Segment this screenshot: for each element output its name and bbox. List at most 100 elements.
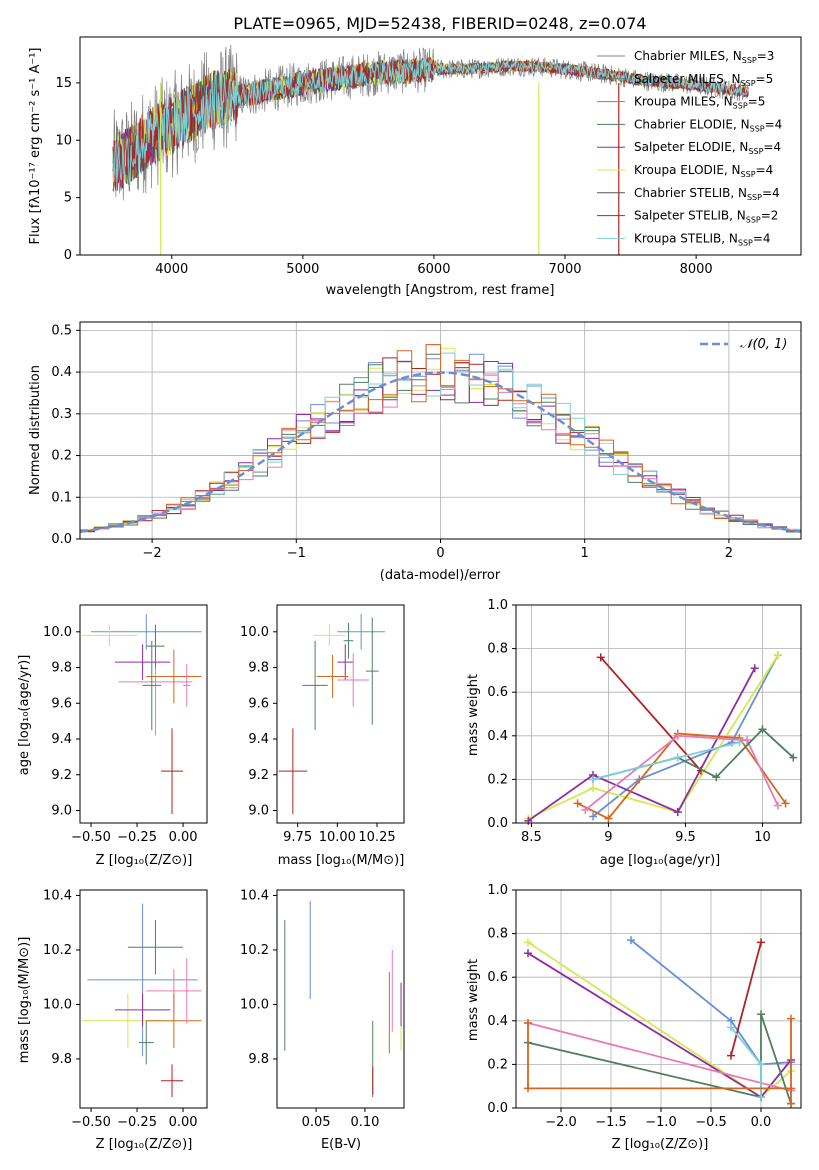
spectrum-x-tick-label: 5000: [286, 262, 319, 277]
mass-vs-extinction-panel: 0.05 0.10 9.8 10.0 10.2 10.4: [240, 888, 405, 1130]
x-tick-label: 0.00: [169, 1115, 198, 1130]
panel-frame: [79, 889, 208, 1109]
y-tick-label: 9.2: [248, 768, 269, 783]
x-tick-label: −2.0: [545, 1115, 577, 1130]
residuals-y-ticks: 0.0 0.1 0.2 0.3 0.4 0.5: [51, 323, 80, 547]
weight-point-marker: [787, 1099, 795, 1108]
weight-point-marker: [743, 736, 752, 745]
weight-point-marker: [524, 938, 532, 947]
x-tick-label: −0.50: [71, 830, 111, 845]
weight-point-marker: [604, 814, 613, 823]
mass-vs-metallicity-panel: −0.50 −0.25 0.00 9.8 10.0 10.2 10.4: [43, 888, 208, 1130]
spectrum-legend-label: Salpeter MILES, NSSP=5: [634, 72, 773, 88]
weight-vs-age-x-label: age [log₁₀(age/yr)]: [600, 853, 721, 868]
x-tick-label: 10: [754, 830, 771, 845]
weight-point-marker: [787, 1084, 795, 1093]
weight-series-line: [630, 939, 792, 1066]
residuals-x-tick-label: 0: [436, 546, 444, 561]
x-tick-label: −1.0: [645, 1115, 677, 1130]
y-tick-label: 9.4: [51, 732, 72, 747]
residuals-x-tick-label: −1: [287, 546, 306, 561]
y-tick-label: 0.6: [487, 685, 508, 700]
spectrum-x-label: wavelength [Angstrom, rest frame]: [326, 283, 555, 298]
weight-series-line: [600, 656, 702, 772]
weight-series-line: [584, 734, 779, 811]
spectrum-x-tick-label: 7000: [548, 262, 581, 277]
spectrum-legend-label: Kroupa ELODIE, NSSP=4: [634, 163, 773, 179]
y-tick-label: 10.4: [43, 888, 72, 903]
residuals-x-tick-label: 2: [725, 546, 733, 561]
mass-vs-z-x-label: Z [log₁₀(Z/Z⊙)]: [96, 1137, 193, 1152]
spectrum-series-line: [112, 57, 749, 184]
weight-point-marker: [673, 753, 682, 762]
weight-point-marker: [673, 731, 682, 740]
weight-series-line: [527, 1014, 792, 1104]
spectrum-legend-label: Chabrier ELODIE, NSSP=4: [634, 117, 782, 133]
y-tick-label: 0.4: [487, 729, 508, 744]
y-tick-label: 0.8: [487, 642, 508, 657]
y-tick-label: 9.4: [248, 732, 269, 747]
residuals-x-tick-label: 1: [581, 546, 589, 561]
weight-point-marker: [524, 949, 532, 958]
y-tick-label: 10.0: [43, 997, 72, 1012]
residuals-x-tick-label: −2: [143, 546, 162, 561]
panel-frame: [276, 604, 405, 824]
spectrum-x-ticks: 4000 5000 6000 7000 8000: [155, 255, 713, 277]
spectrum-legend-label: Salpeter STELIB, NSSP=2: [634, 209, 778, 225]
weight-series-line: [730, 942, 762, 1056]
spectrum-lines: [112, 44, 749, 255]
x-tick-label: 9: [604, 830, 612, 845]
weight-point-marker: [581, 805, 590, 814]
weight-point-marker: [673, 808, 682, 817]
x-tick-label: −0.25: [117, 830, 157, 845]
weight-vs-z-x-label: Z [log₁₀(Z/Z⊙)]: [612, 1137, 709, 1152]
residuals-y-tick-label: 0.2: [51, 449, 72, 464]
weight-vs-age-panel: 8.5 9 9.5 10 0.0 0.2 0.4 0.6 0.8 1.0: [487, 598, 802, 845]
x-tick-label: 9.75: [283, 830, 312, 845]
residuals-legend-label: 𝒩(0, 1): [740, 337, 787, 352]
age-vs-z-x-label: Z [log₁₀(Z/Z⊙)]: [96, 853, 193, 868]
panel-frame: [515, 889, 802, 1109]
x-tick-label: −1.5: [595, 1115, 627, 1130]
x-tick-label: 10.25: [358, 830, 395, 845]
y-tick-label: 9.6: [248, 696, 269, 711]
age-vs-z-y-label: age [log₁₀(age/yr)]: [17, 655, 32, 776]
spectrum-x-tick-label: 4000: [155, 262, 188, 277]
weight-point-marker: [773, 651, 782, 660]
residuals-y-label: Normed distribution: [28, 365, 43, 495]
x-tick-label: −0.5: [695, 1115, 727, 1130]
spectrum-frame: [79, 36, 802, 256]
spectrum-y-tick-label: 0: [64, 248, 72, 263]
y-tick-label: 9.0: [248, 803, 269, 818]
spectrum-y-tick-label: 10: [55, 133, 72, 148]
y-tick-label: 10.0: [240, 625, 269, 640]
weight-series-line: [527, 654, 779, 820]
age-vs-mass-x-label: mass [log₁₀(M/M⊙)]: [278, 853, 405, 868]
age-vs-mass-panel: 9.75 10.00 10.25 9.0 9.2 9.4 9.6 9.8 10.0: [240, 604, 405, 845]
x-tick-label: 8.5: [521, 830, 542, 845]
y-tick-label: 9.8: [248, 1052, 269, 1067]
residuals-y-tick-label: 0.4: [51, 365, 72, 380]
weight-point-marker: [524, 1084, 532, 1093]
x-tick-label: 0.10: [350, 1115, 379, 1130]
weight-point-marker: [757, 938, 765, 947]
x-tick-label: 0.05: [302, 1115, 331, 1130]
weight-point-marker: [758, 725, 767, 734]
weight-point-marker: [589, 784, 598, 793]
weight-point-marker: [757, 1010, 765, 1019]
spectrum-y-ticks: 0 5 10 15: [55, 76, 80, 263]
weight-point-marker: [573, 799, 582, 808]
residuals-y-tick-label: 0.5: [51, 323, 72, 338]
weight-point-marker: [712, 773, 721, 782]
weight-point-marker: [787, 1014, 795, 1023]
y-tick-label: 10.0: [43, 625, 72, 640]
spectrum-legend-label: Chabrier MILES, NSSP=3: [634, 49, 774, 65]
y-tick-label: 0.0: [487, 816, 508, 831]
spectrum-panel: PLATE=0965, MJD=52438, FIBERID=0248, z=0…: [28, 14, 802, 298]
weight-point-marker: [757, 1060, 765, 1069]
weight-point-marker: [727, 1023, 735, 1032]
y-tick-label: 0.8: [487, 927, 508, 942]
residuals-gaussian-curve: [79, 371, 802, 533]
